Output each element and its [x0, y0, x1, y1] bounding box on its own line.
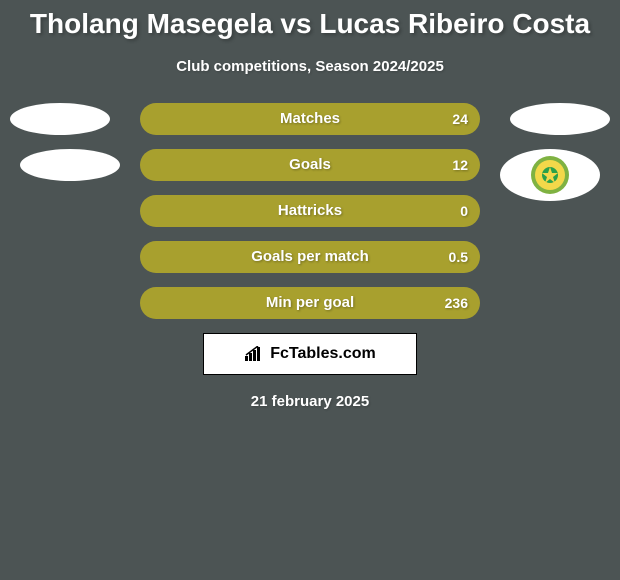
bar-label: Matches [140, 103, 480, 135]
bar-value: 0 [460, 195, 468, 227]
bar-label: Min per goal [140, 287, 480, 319]
bar-min-per-goal: Min per goal 236 [140, 287, 480, 319]
chart-icon [244, 346, 264, 362]
bar-matches: Matches 24 [140, 103, 480, 135]
bar-value: 12 [452, 149, 468, 181]
brand-label: FcTables.com [270, 345, 376, 363]
bar-label: Goals [140, 149, 480, 181]
page-title: Tholang Masegela vs Lucas Ribeiro Costa [0, 0, 620, 40]
bar-label: Goals per match [140, 241, 480, 273]
stat-row-goals-per-match: Goals per match 0.5 [0, 241, 620, 273]
club-crest-icon [530, 155, 570, 195]
left-team-badge-2 [20, 149, 120, 181]
comparison-infographic: Tholang Masegela vs Lucas Ribeiro Costa … [0, 0, 620, 580]
left-team-badge-1 [10, 103, 110, 135]
stat-row-goals: Goals 12 [0, 149, 620, 181]
bar-value: 24 [452, 103, 468, 135]
bar-label: Hattricks [140, 195, 480, 227]
bar-goals-per-match: Goals per match 0.5 [140, 241, 480, 273]
stat-bars: Matches 24 Goals 12 Hattrick [0, 103, 620, 319]
brand-box: FcTables.com [203, 333, 417, 375]
stat-row-hattricks: Hattricks 0 [0, 195, 620, 227]
bar-hattricks: Hattricks 0 [140, 195, 480, 227]
right-team-badge-1 [510, 103, 610, 135]
stat-row-min-per-goal: Min per goal 236 [0, 287, 620, 319]
bar-value: 236 [445, 287, 468, 319]
right-team-badge-2 [500, 149, 600, 201]
stat-row-matches: Matches 24 [0, 103, 620, 135]
bar-goals: Goals 12 [140, 149, 480, 181]
date-label: 21 february 2025 [0, 393, 620, 410]
subtitle: Club competitions, Season 2024/2025 [0, 58, 620, 75]
bar-value: 0.5 [449, 241, 468, 273]
